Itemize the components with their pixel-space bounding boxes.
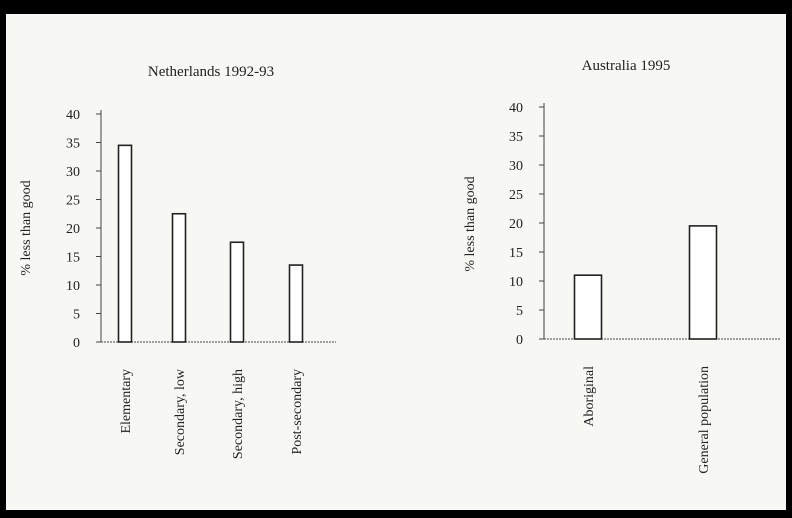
y-tick-label: 25	[66, 194, 80, 209]
bar-post-secondary	[288, 264, 304, 343]
y-axis-label: % less than good	[463, 176, 478, 271]
y-tick-label: 10	[509, 275, 523, 290]
chart-title: Australia 1995	[582, 58, 671, 74]
y-tick-label: 20	[66, 222, 80, 237]
category-label: Elementary	[119, 369, 134, 434]
chart-title: Netherlands 1992-93	[148, 64, 274, 80]
y-tick-label: 15	[509, 246, 523, 261]
y-tick-label: 30	[509, 159, 523, 174]
y-tick-label: 5	[516, 304, 523, 319]
bar-secondary-low	[171, 212, 187, 343]
y-tick-label: 35	[66, 137, 80, 152]
chart-figure: Netherlands 1992-93 % less than good 0 5 10 1…	[19, 58, 781, 474]
y-tick-label: 40	[509, 101, 523, 116]
y-tick-label: 5	[73, 308, 80, 323]
bar-general-population	[688, 225, 718, 340]
y-tick-label: 30	[66, 165, 80, 180]
bar-aboriginal	[573, 274, 603, 340]
y-tick-label: 40	[66, 108, 80, 123]
y-tick-label: 15	[66, 251, 80, 266]
y-tick-label: 35	[509, 130, 523, 145]
y-axis-label: % less than good	[19, 180, 34, 275]
bar-secondary-high	[229, 241, 245, 343]
category-label: General population	[697, 366, 712, 474]
y-tick-label: 0	[73, 336, 80, 351]
category-label: Secondary, high	[231, 369, 246, 459]
y-tick-label: 10	[66, 279, 80, 294]
bar-elementary	[117, 144, 133, 343]
category-label: Secondary, low	[173, 368, 188, 455]
figure-frame: Netherlands 1992-93 % less than good 0 5 10 1…	[6, 14, 786, 510]
y-tick-label: 20	[509, 217, 523, 232]
y-tick-label: 25	[509, 188, 523, 203]
category-label: Aboriginal	[582, 366, 597, 427]
category-label: Post-secondary	[290, 369, 305, 455]
y-tick-label: 0	[516, 333, 523, 348]
